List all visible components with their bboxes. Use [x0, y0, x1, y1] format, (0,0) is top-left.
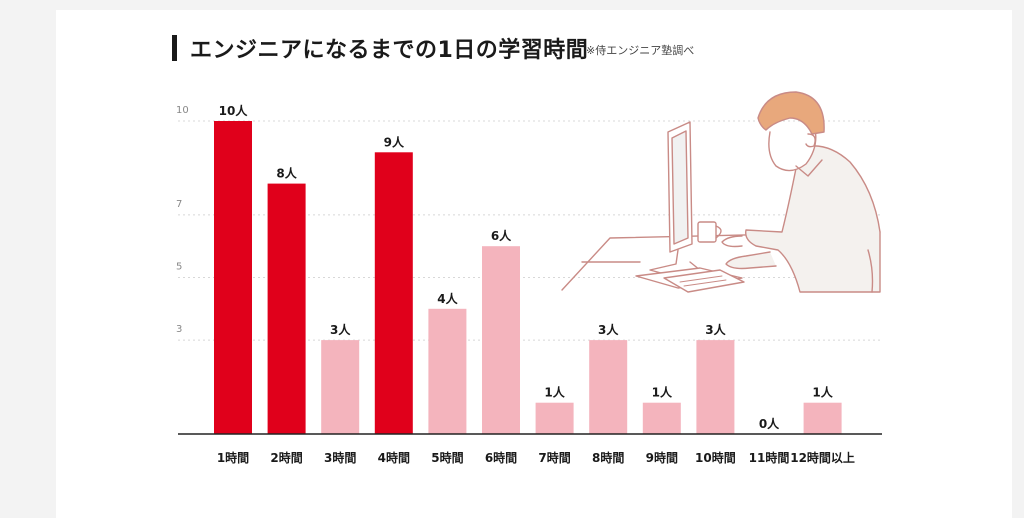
source-note: ※侍エンジニア塾調べ — [586, 44, 695, 57]
category-label: 11時間 — [749, 450, 790, 465]
bar — [642, 402, 681, 434]
category-label: 1時間 — [217, 450, 249, 465]
data-label: 10人 — [219, 103, 249, 118]
data-label: 0人 — [759, 416, 780, 431]
data-label: 6人 — [491, 228, 512, 243]
bar — [428, 308, 467, 434]
bar — [482, 246, 520, 434]
category-label: 6時間 — [485, 450, 517, 465]
data-label: 3人 — [598, 322, 619, 337]
data-label: 3人 — [330, 322, 351, 337]
data-label: 1人 — [652, 385, 673, 400]
category-label: 7時間 — [538, 450, 570, 465]
category-label: 2時間 — [270, 450, 302, 465]
title-accent-bar — [172, 35, 177, 61]
bar — [374, 152, 413, 435]
chart-title: エンジニアになるまでの1日の学習時間 — [190, 38, 589, 63]
y-tick-label: 7 — [176, 199, 182, 210]
bar — [803, 402, 842, 434]
category-label: 5時間 — [431, 450, 463, 465]
bar — [535, 402, 574, 434]
category-labels-group: 1時間 2時間 3時間 4時間 5時間 6時間 7時間 8時間 9時間 10時間 11時間 12時間以… — [217, 450, 855, 465]
category-label: 3時間 — [324, 450, 356, 465]
category-label: 12時間以上 — [790, 450, 855, 465]
y-tick-label: 5 — [176, 262, 182, 273]
data-label: 3人 — [705, 322, 726, 337]
person-at-computer-icon — [561, 91, 881, 293]
data-label: 9人 — [384, 134, 405, 149]
data-label: 1人 — [544, 385, 565, 400]
data-label: 4人 — [437, 291, 458, 306]
category-label: 9時間 — [646, 450, 678, 465]
data-label: 1人 — [812, 385, 833, 400]
data-label: 8人 — [276, 166, 297, 181]
category-label: 10時間 — [695, 450, 736, 465]
bar — [589, 340, 628, 434]
category-label: 8時間 — [592, 450, 624, 465]
y-tick-label: 3 — [176, 324, 182, 335]
y-tick-labels-group: 3 5 7 10 — [176, 105, 189, 335]
category-label: 4時間 — [378, 450, 410, 465]
data-labels-group: 10人 8人 3人 9人 4人 6人 1人 3人 1人 3人 0人 1人 — [219, 103, 834, 431]
bar — [214, 121, 252, 434]
bar — [696, 340, 735, 434]
y-tick-label: 10 — [176, 105, 189, 116]
bar — [321, 340, 360, 434]
bar — [267, 183, 306, 434]
bars-group — [214, 121, 842, 435]
